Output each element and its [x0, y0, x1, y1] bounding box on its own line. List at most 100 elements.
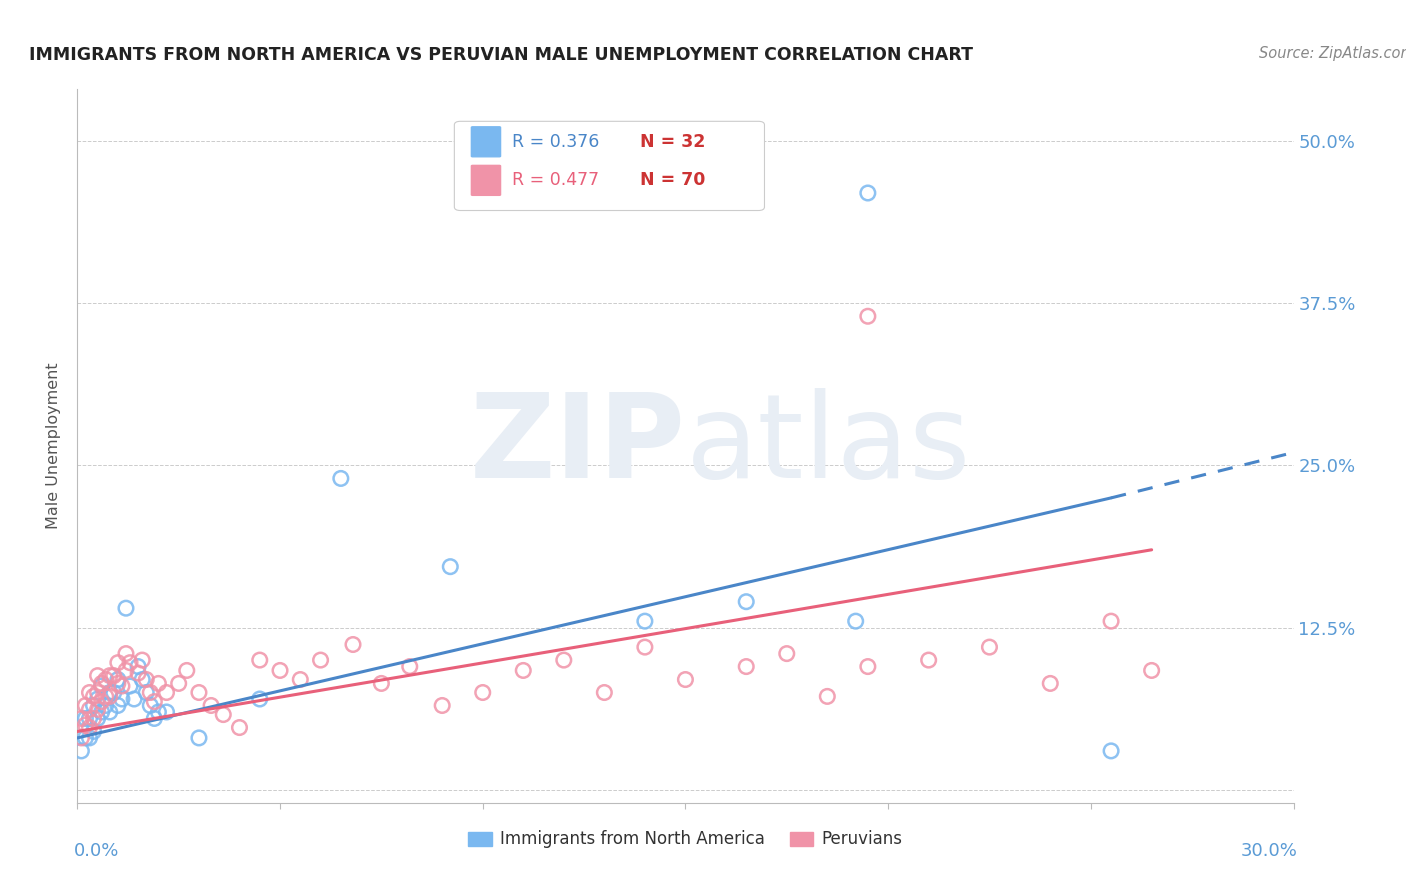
- Point: [593, 685, 616, 699]
- Text: 30.0%: 30.0%: [1240, 842, 1298, 860]
- Point: [918, 653, 941, 667]
- Text: Source: ZipAtlas.com: Source: ZipAtlas.com: [1260, 46, 1406, 62]
- Point: [176, 664, 198, 678]
- Point: [94, 690, 117, 704]
- Point: [228, 721, 250, 735]
- Text: N = 70: N = 70: [640, 171, 706, 189]
- Point: [1099, 614, 1122, 628]
- Point: [86, 702, 108, 716]
- Point: [118, 679, 141, 693]
- Point: [115, 647, 138, 661]
- Point: [131, 673, 153, 687]
- Point: [634, 640, 657, 654]
- Point: [75, 711, 97, 725]
- Point: [122, 692, 145, 706]
- Point: [135, 685, 157, 699]
- Point: [118, 656, 141, 670]
- Point: [155, 705, 177, 719]
- Text: N = 32: N = 32: [640, 133, 706, 151]
- Point: [856, 659, 879, 673]
- Point: [90, 676, 112, 690]
- Point: [329, 471, 352, 485]
- Point: [143, 711, 166, 725]
- Point: [370, 676, 392, 690]
- Point: [856, 310, 879, 324]
- Text: atlas: atlas: [686, 389, 970, 503]
- Point: [111, 692, 134, 706]
- Point: [815, 690, 838, 704]
- Point: [107, 673, 129, 687]
- Point: [856, 186, 879, 200]
- Point: [75, 731, 97, 745]
- Point: [70, 744, 93, 758]
- Text: R = 0.376: R = 0.376: [512, 133, 599, 151]
- Point: [98, 685, 121, 699]
- Point: [1140, 664, 1163, 678]
- Text: ZIP: ZIP: [470, 389, 686, 503]
- Point: [512, 664, 534, 678]
- Point: [439, 559, 461, 574]
- Point: [90, 679, 112, 693]
- Point: [845, 614, 868, 628]
- Point: [94, 698, 117, 713]
- Point: [249, 653, 271, 667]
- Point: [249, 692, 271, 706]
- Point: [86, 711, 108, 725]
- Point: [90, 695, 112, 709]
- Point: [75, 698, 97, 713]
- Point: [127, 666, 149, 681]
- Point: [135, 673, 157, 687]
- Point: [675, 673, 697, 687]
- Point: [83, 690, 105, 704]
- Point: [103, 668, 125, 682]
- Point: [1039, 676, 1062, 690]
- Point: [79, 721, 101, 735]
- FancyBboxPatch shape: [471, 127, 501, 157]
- Point: [94, 673, 117, 687]
- Text: IMMIGRANTS FROM NORTH AMERICA VS PERUVIAN MALE UNEMPLOYMENT CORRELATION CHART: IMMIGRANTS FROM NORTH AMERICA VS PERUVIA…: [28, 46, 973, 64]
- Point: [342, 638, 364, 652]
- Point: [398, 659, 420, 673]
- Point: [83, 724, 105, 739]
- Point: [1099, 744, 1122, 758]
- Point: [148, 676, 170, 690]
- Point: [634, 614, 657, 628]
- Point: [75, 718, 97, 732]
- Point: [79, 731, 101, 745]
- Point: [103, 685, 125, 699]
- Point: [86, 668, 108, 682]
- Point: [115, 664, 138, 678]
- Text: 0.0%: 0.0%: [73, 842, 120, 860]
- Point: [155, 685, 177, 699]
- Point: [107, 656, 129, 670]
- Point: [127, 659, 149, 673]
- Point: [98, 668, 121, 682]
- Point: [139, 698, 162, 713]
- Point: [98, 705, 121, 719]
- Point: [107, 676, 129, 690]
- FancyBboxPatch shape: [454, 121, 765, 211]
- Point: [98, 690, 121, 704]
- Point: [167, 676, 190, 690]
- Point: [86, 692, 108, 706]
- Point: [735, 595, 758, 609]
- Point: [200, 698, 222, 713]
- Point: [290, 673, 312, 687]
- Point: [553, 653, 575, 667]
- Point: [79, 685, 101, 699]
- Point: [735, 659, 758, 673]
- FancyBboxPatch shape: [471, 165, 501, 195]
- Point: [212, 707, 235, 722]
- Point: [269, 664, 291, 678]
- Point: [79, 711, 101, 725]
- Point: [90, 705, 112, 719]
- Point: [79, 702, 101, 716]
- Point: [70, 731, 93, 745]
- Point: [776, 647, 799, 661]
- Point: [115, 601, 138, 615]
- Point: [139, 685, 162, 699]
- Text: R = 0.477: R = 0.477: [512, 171, 599, 189]
- Point: [111, 679, 134, 693]
- Point: [107, 698, 129, 713]
- Point: [471, 685, 494, 699]
